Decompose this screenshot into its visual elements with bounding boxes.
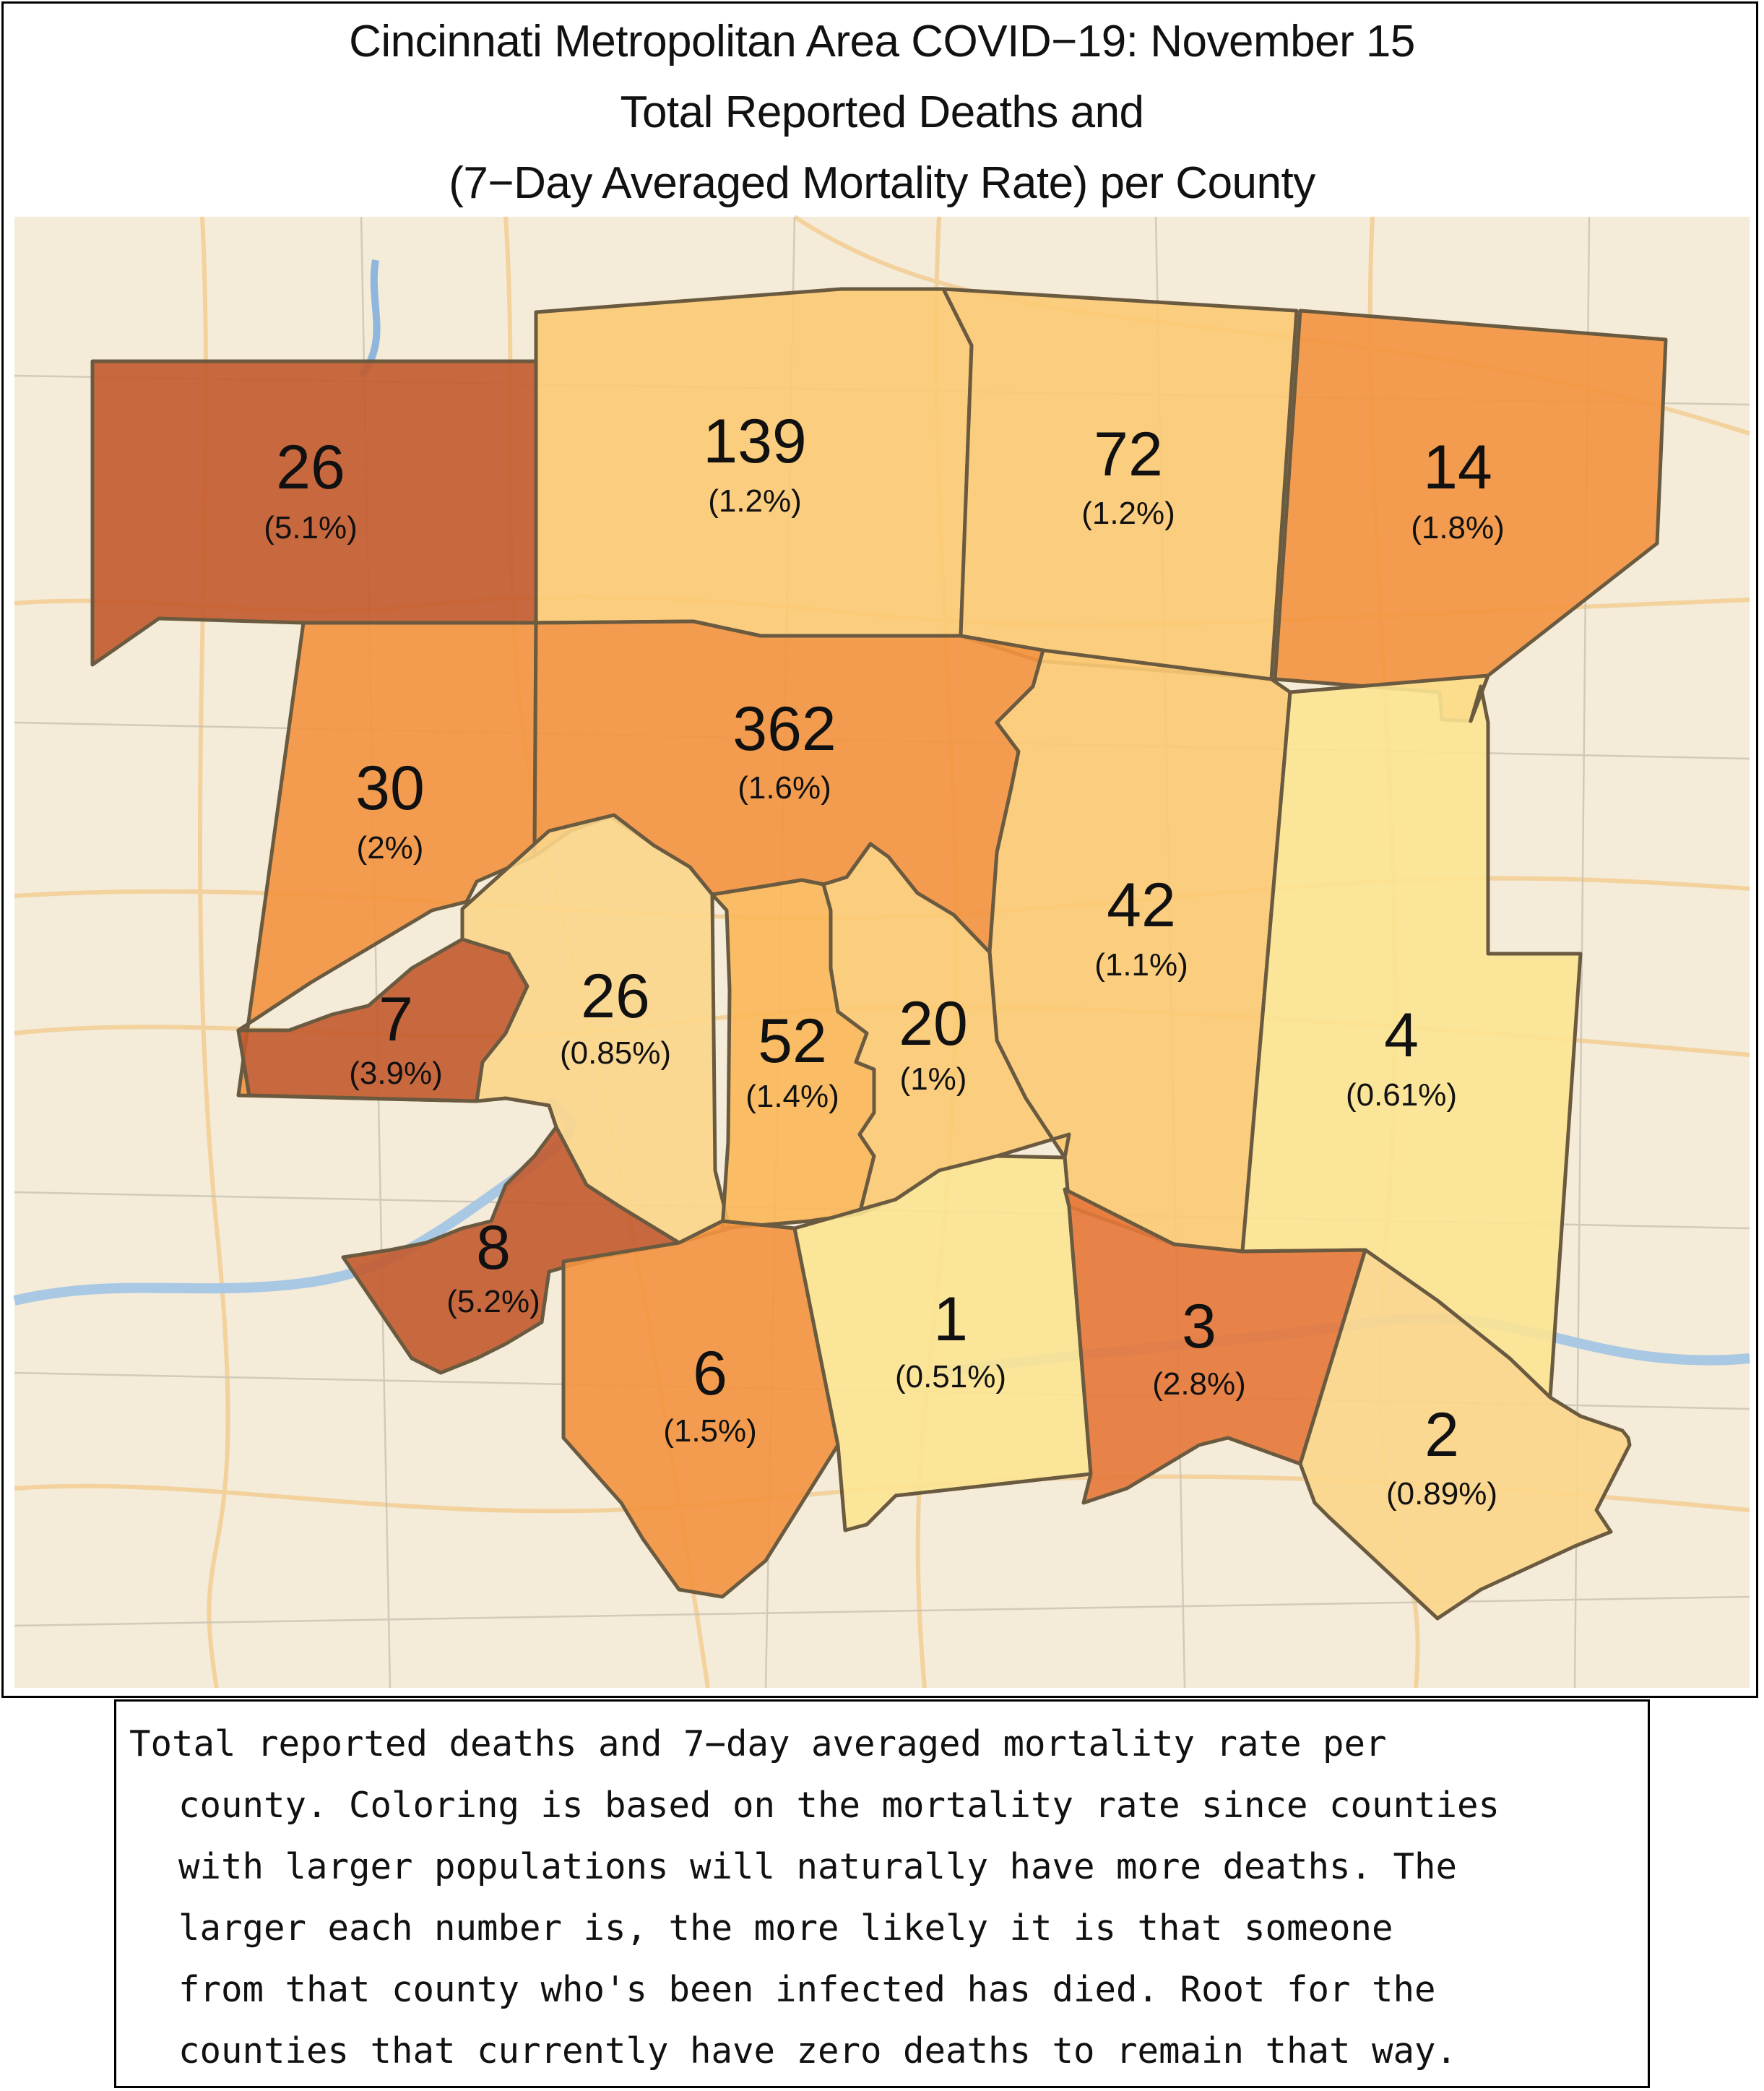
county-rate-label: (1%)	[900, 1061, 967, 1097]
county-rate-label: (0.89%)	[1386, 1476, 1497, 1512]
county-deaths-label: 14	[1423, 433, 1492, 502]
caption-line: larger each number is, the more likely i…	[178, 1907, 1393, 1949]
county-deaths-label: 30	[355, 754, 425, 823]
county-deaths-label: 26	[581, 962, 650, 1031]
county-rate-label: (2%)	[357, 830, 424, 866]
caption-box: Total reported deaths and 7−day averaged…	[114, 1699, 1650, 2088]
caption-line: from that county who's been infected has…	[178, 1969, 1436, 2010]
county-shape-6[interactable]	[561, 1219, 840, 1599]
county-labels: 26 (5.1%) 139 (1.2%) 72 (1.2%) 14 (1.8%)…	[264, 407, 1505, 1512]
caption-line: county. Coloring is based on the mortali…	[178, 1785, 1500, 1826]
county-rate-label: (1.2%)	[1081, 496, 1175, 531]
county-map: 26 (5.1%) 139 (1.2%) 72 (1.2%) 14 (1.8%)…	[13, 215, 1750, 1689]
county-deaths-label: 72	[1094, 420, 1163, 489]
county-deaths-label: 1	[933, 1285, 968, 1354]
title-line-1: Cincinnati Metropolitan Area COVID−19: N…	[349, 17, 1415, 66]
county-deaths-label: 3	[1182, 1292, 1216, 1361]
county-deaths-label: 7	[379, 985, 413, 1054]
caption-line: Total reported deaths and 7−day averaged…	[129, 1723, 1387, 1764]
county-deaths-label: 139	[703, 407, 807, 476]
county-rate-label: (5.2%)	[446, 1284, 540, 1319]
county-rate-label: (1.5%)	[663, 1413, 757, 1449]
caption-line: with larger populations will naturally h…	[178, 1846, 1458, 1887]
county-rate-label: (0.51%)	[895, 1359, 1006, 1394]
county-rate-label: (5.1%)	[264, 510, 358, 546]
county-rate-label: (3.9%)	[349, 1056, 443, 1091]
county-rate-label: (1.1%)	[1094, 947, 1188, 983]
county-deaths-label: 8	[476, 1213, 511, 1282]
county-rate-label: (2.8%)	[1152, 1366, 1246, 1402]
county-shape-2[interactable]	[1298, 1248, 1632, 1621]
title-line-2: Total Reported Deaths and	[620, 87, 1144, 137]
county-rate-label: (1.6%)	[738, 770, 831, 806]
county-deaths-label: 2	[1424, 1400, 1459, 1470]
county-rate-label: (0.85%)	[560, 1035, 671, 1071]
county-rate-label: (0.61%)	[1346, 1077, 1457, 1113]
county-deaths-label: 42	[1107, 871, 1176, 940]
county-deaths-label: 26	[276, 433, 345, 502]
county-deaths-label: 20	[899, 989, 968, 1059]
county-shape-3[interactable]	[1063, 1187, 1367, 1505]
title-line-3: (7−Day Averaged Mortality Rate) per Coun…	[449, 158, 1315, 208]
county-deaths-label: 6	[693, 1339, 727, 1408]
county-deaths-label: 4	[1384, 1001, 1419, 1070]
caption-line: counties that currently have zero deaths…	[178, 2030, 1458, 2071]
county-deaths-label: 52	[758, 1006, 827, 1076]
county-deaths-label: 362	[732, 694, 836, 764]
county-rate-label: (1.8%)	[1411, 510, 1505, 546]
county-rate-label: (1.2%)	[708, 483, 802, 519]
county-rate-label: (1.4%)	[745, 1079, 839, 1114]
